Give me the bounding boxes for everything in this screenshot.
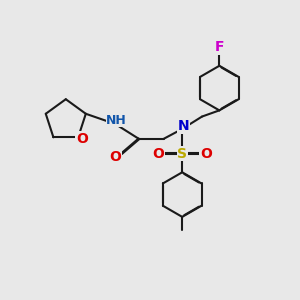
Text: NH: NH: [106, 114, 127, 127]
Text: O: O: [153, 147, 165, 161]
Text: O: O: [76, 131, 88, 146]
Text: N: N: [178, 119, 189, 134]
Text: S: S: [177, 147, 187, 161]
Text: O: O: [200, 147, 212, 161]
Text: F: F: [214, 40, 224, 54]
Text: O: O: [110, 150, 121, 164]
